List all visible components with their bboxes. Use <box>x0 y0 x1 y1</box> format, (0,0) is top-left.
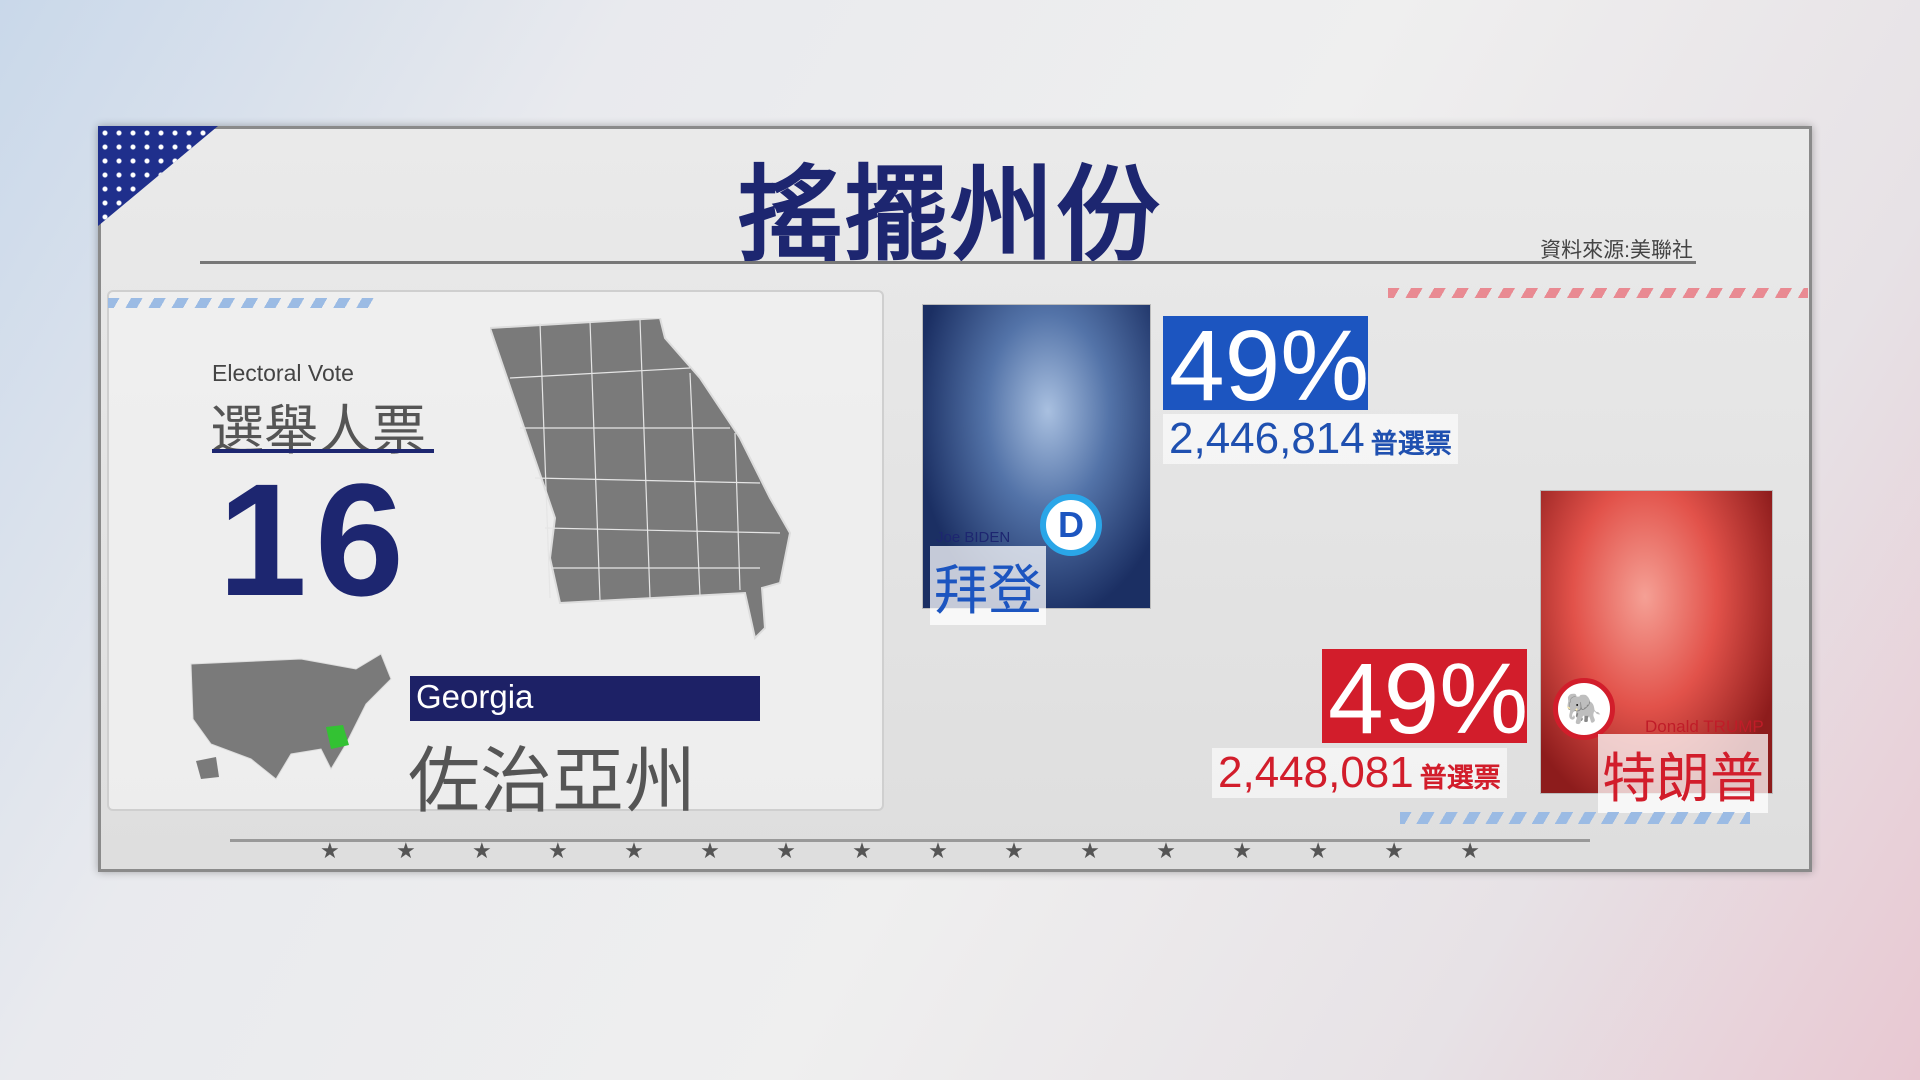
biden-vote-count: 2,446,814 <box>1169 414 1365 463</box>
republican-elephant-icon: 🐘 <box>1553 678 1615 740</box>
star-row: ★ ★ ★ ★ ★ ★ ★ ★ ★ ★ ★ ★ ★ ★ ★ ★ <box>320 838 1480 864</box>
trump-votes-label: 普選票 <box>1419 763 1501 793</box>
star-icon: ★ <box>1156 838 1176 863</box>
us-locator-map <box>190 653 392 780</box>
electoral-vote-underline <box>212 449 434 453</box>
biden-name-zh: 拜登 <box>930 546 1046 625</box>
georgia-highlight <box>326 725 349 749</box>
state-name-zh: 佐治亞州 <box>408 742 697 822</box>
democrat-logo-icon: D <box>1040 494 1102 556</box>
star-icon: ★ <box>776 838 796 863</box>
trump-percent: 49% <box>1322 649 1528 749</box>
georgia-county-map <box>490 318 792 640</box>
star-icon: ★ <box>1080 838 1100 863</box>
star-icon: ★ <box>1384 838 1404 863</box>
state-name-en: Georgia <box>410 676 760 721</box>
electoral-vote-label-en: Electoral Vote <box>212 360 354 386</box>
biden-votes-label: 普選票 <box>1370 429 1452 459</box>
page-title: 搖擺州份 <box>737 158 1162 274</box>
star-icon: ★ <box>852 838 872 863</box>
title-divider <box>200 261 1696 264</box>
star-icon: ★ <box>472 838 492 863</box>
trump-vote-count: 2,448,081 <box>1218 748 1414 797</box>
star-icon: ★ <box>1004 838 1024 863</box>
star-icon: ★ <box>1308 838 1328 863</box>
electoral-vote-count: 16 <box>218 450 412 629</box>
trump-votes: 2,448,081 普選票 <box>1212 748 1507 798</box>
star-icon: ★ <box>1460 838 1480 863</box>
star-icon: ★ <box>1232 838 1252 863</box>
star-icon: ★ <box>700 838 720 863</box>
star-icon: ★ <box>396 838 416 863</box>
trump-name-zh: 特朗普 <box>1598 734 1768 813</box>
biden-percent: 49% <box>1163 316 1369 416</box>
blue-stripe-decoration <box>108 298 376 308</box>
biden-name-en: Joe BIDEN <box>936 529 1011 546</box>
star-icon: ★ <box>548 838 568 863</box>
bottom-divider <box>230 839 1590 842</box>
trump-name-en: Donald TRUMP <box>1645 717 1764 736</box>
star-icon: ★ <box>624 838 644 863</box>
star-icon: ★ <box>928 838 948 863</box>
star-icon: ★ <box>320 838 340 863</box>
blue-stripe-decoration-bottom <box>1400 812 1750 824</box>
source-label: 資料來源:美聯社 <box>1540 239 1693 262</box>
red-stripe-decoration <box>1388 288 1808 298</box>
biden-votes: 2,446,814 普選票 <box>1163 414 1458 464</box>
